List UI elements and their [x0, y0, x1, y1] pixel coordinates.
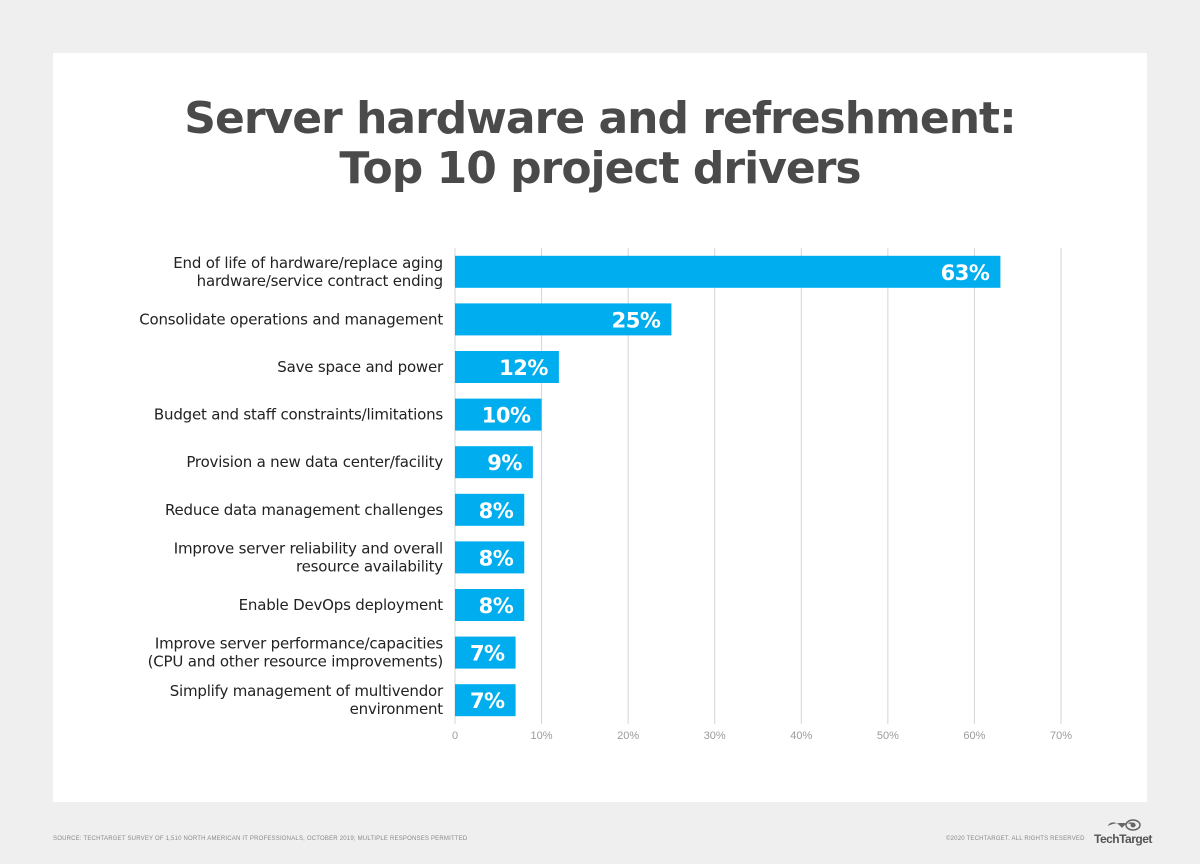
source-note: SOURCE: TECHTARGET SURVEY OF 1,510 NORTH… [53, 836, 468, 842]
category-label: Improve server performance/capacities [155, 635, 443, 653]
x-tick-label: 10% [531, 730, 553, 742]
bar [455, 589, 525, 621]
x-tick-label: 30% [704, 730, 726, 742]
bar [455, 446, 533, 479]
bar-value-label: 8% [479, 546, 514, 570]
chart-title: Server hardware and refreshment: Top 10 … [0, 94, 1200, 194]
title-line-1: Server hardware and refreshment: [184, 93, 1016, 144]
x-tick-label: 20% [617, 730, 639, 742]
category-label: Reduce data management challenges [165, 501, 443, 519]
category-label: environment [350, 700, 444, 718]
bar-value-label: 8% [479, 594, 514, 618]
bar [455, 351, 559, 383]
bar-value-label: 8% [479, 499, 514, 523]
category-label: Budget and staff constraints/limitations [154, 406, 443, 424]
bar-value-label: 9% [487, 451, 522, 475]
bar-value-label: 7% [470, 689, 505, 713]
bar [455, 636, 516, 669]
bar [455, 398, 542, 431]
bar-value-label: 10% [482, 404, 531, 428]
category-label: resource availability [296, 557, 443, 575]
category-label: Improve server reliability and overall [174, 539, 443, 557]
techtarget-logo: TechTarget [1094, 832, 1152, 846]
title-line-2: Top 10 project drivers [339, 143, 861, 194]
x-tick-label: 0 [452, 730, 458, 742]
category-label: Provision a new data center/facility [186, 453, 443, 471]
bar-value-label: 7% [470, 642, 505, 666]
bar [455, 684, 516, 717]
category-label: Enable DevOps deployment [239, 596, 444, 614]
category-label: Simplify management of multivendor [170, 682, 444, 700]
x-tick-label: 70% [1050, 730, 1072, 742]
copyright-note: ©2020 TECHTARGET. ALL RIGHTS RESERVED [946, 836, 1085, 842]
bar [455, 493, 525, 526]
category-label: End of life of hardware/replace aging [173, 254, 443, 272]
bar-value-label: 25% [612, 308, 661, 332]
bar [455, 303, 672, 336]
bar-value-label: 63% [941, 261, 990, 285]
chart-panel [53, 53, 1147, 802]
x-tick-label: 50% [877, 730, 899, 742]
x-tick-label: 40% [790, 730, 812, 742]
bar-value-label: 12% [499, 356, 548, 380]
techtarget-eye-icon [1108, 819, 1141, 831]
category-label: Save space and power [277, 358, 444, 376]
bar [455, 255, 1001, 288]
x-tick-label: 60% [963, 730, 985, 742]
category-label: (CPU and other resource improvements) [148, 653, 443, 671]
category-label: Consolidate operations and management [139, 310, 443, 328]
bar [455, 541, 525, 574]
category-label: hardware/service contract ending [197, 272, 443, 290]
